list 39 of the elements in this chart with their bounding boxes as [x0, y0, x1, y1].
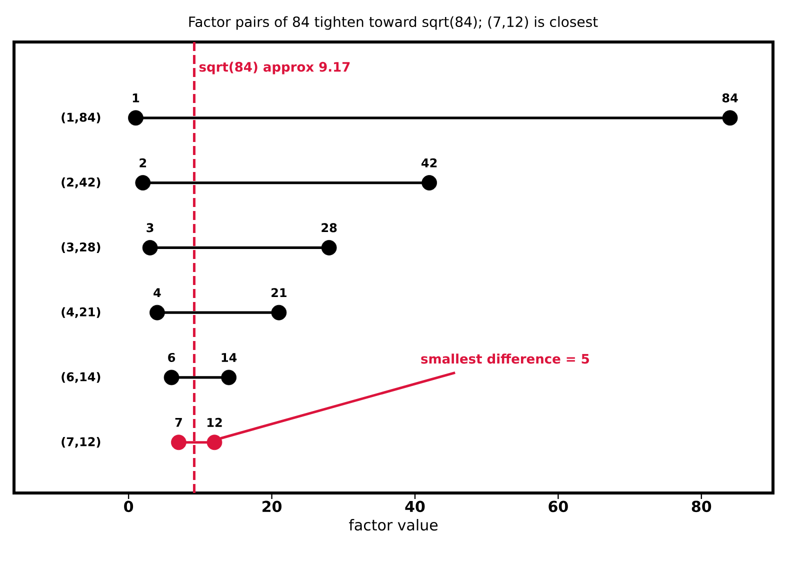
point: [722, 110, 738, 126]
data-label: 1: [132, 94, 140, 102]
y-tick-label: (2,42): [62, 177, 100, 188]
y-tick-label: (3,28): [62, 242, 100, 254]
point: [142, 240, 158, 256]
x-tick-label: 0: [124, 500, 134, 512]
x-tick-label: 40: [405, 500, 425, 512]
point: [271, 304, 287, 320]
y-tick-label: (6,14): [62, 372, 100, 383]
chart-title: Factor pairs of 84 tighten toward sqrt(84); (7,12) is closest: [189, 16, 598, 30]
x-axis-title: factor value: [349, 519, 438, 531]
point: [221, 370, 237, 386]
point: [128, 110, 144, 126]
data-label: 3: [146, 223, 154, 232]
point: [321, 240, 337, 256]
point: [150, 304, 165, 320]
y-tick-label: (4,21): [62, 307, 100, 318]
data-label: 21: [272, 288, 286, 298]
y-tick-label: (1,84): [62, 112, 100, 124]
annotation: smallest difference = 5: [421, 354, 589, 364]
ref-line-label: sqrt(84) approx 9.17: [199, 62, 350, 74]
data-label: 12: [207, 418, 222, 427]
point: [135, 175, 151, 190]
data-label: 7: [175, 418, 182, 427]
point: [170, 434, 186, 450]
x-tick-label: 80: [692, 500, 712, 512]
point: [164, 370, 180, 386]
data-label: 84: [722, 93, 738, 102]
data-label: 2: [140, 158, 146, 168]
data-label: 4: [154, 288, 161, 297]
y-tick-label: (7,12): [62, 436, 100, 448]
x-tick-label: 20: [262, 500, 282, 512]
data-label: 14: [222, 353, 237, 362]
x-tick-label: 60: [548, 500, 568, 512]
point: [206, 434, 222, 450]
point: [422, 175, 438, 190]
data-label: 28: [322, 223, 337, 232]
data-label: 6: [168, 352, 176, 362]
data-label: 42: [421, 158, 437, 168]
